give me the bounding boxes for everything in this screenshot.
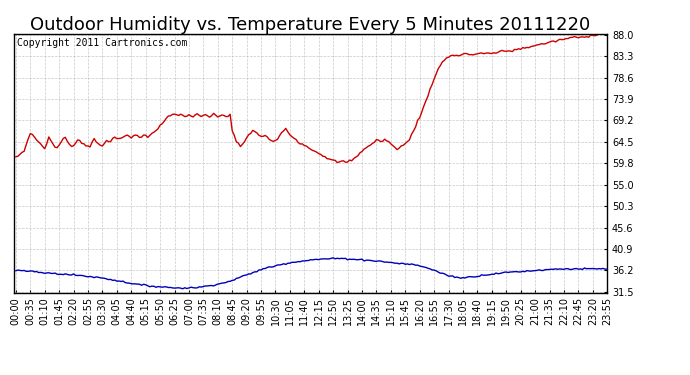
Title: Outdoor Humidity vs. Temperature Every 5 Minutes 20111220: Outdoor Humidity vs. Temperature Every 5…	[30, 16, 591, 34]
Text: Copyright 2011 Cartronics.com: Copyright 2011 Cartronics.com	[17, 38, 187, 48]
